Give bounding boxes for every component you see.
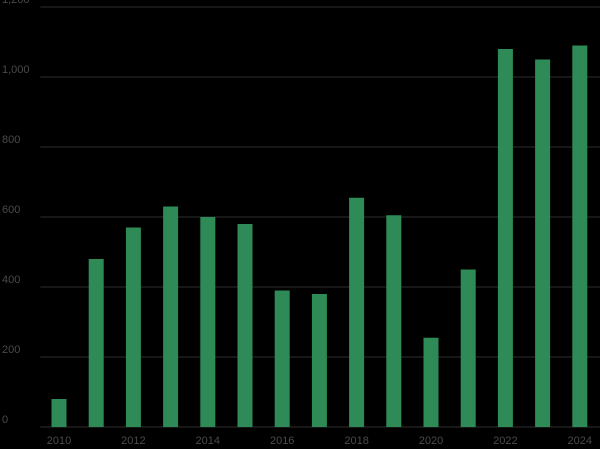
bar: [423, 337, 439, 427]
y-tick-label: 0: [2, 414, 8, 426]
y-tick-label: 1,200: [2, 0, 30, 6]
x-tick-label: 2018: [344, 435, 368, 447]
bar: [349, 197, 365, 427]
bar: [125, 227, 141, 427]
x-tick-label: 2022: [493, 435, 517, 447]
bar: [386, 215, 402, 427]
x-tick-label: 2014: [196, 435, 220, 447]
bar: [311, 294, 327, 427]
y-tick-label: 1,000: [2, 64, 30, 76]
bar: [51, 399, 67, 427]
bar: [200, 217, 216, 427]
y-tick-label: 400: [2, 274, 20, 286]
y-tick-label: 800: [2, 134, 20, 146]
bar: [163, 206, 179, 427]
x-tick-label: 2012: [121, 435, 145, 447]
x-tick-label: 2016: [270, 435, 294, 447]
bar: [535, 59, 551, 427]
y-tick-label: 600: [2, 204, 20, 216]
bar: [497, 49, 513, 427]
x-tick-label: 2010: [47, 435, 71, 447]
bar: [460, 269, 476, 427]
bar: [88, 259, 104, 427]
x-tick-label: 2020: [419, 435, 443, 447]
bar: [274, 290, 290, 427]
y-tick-label: 200: [2, 344, 20, 356]
bar: [572, 45, 588, 427]
x-tick-label: 2024: [568, 435, 592, 447]
bar: [237, 224, 253, 427]
